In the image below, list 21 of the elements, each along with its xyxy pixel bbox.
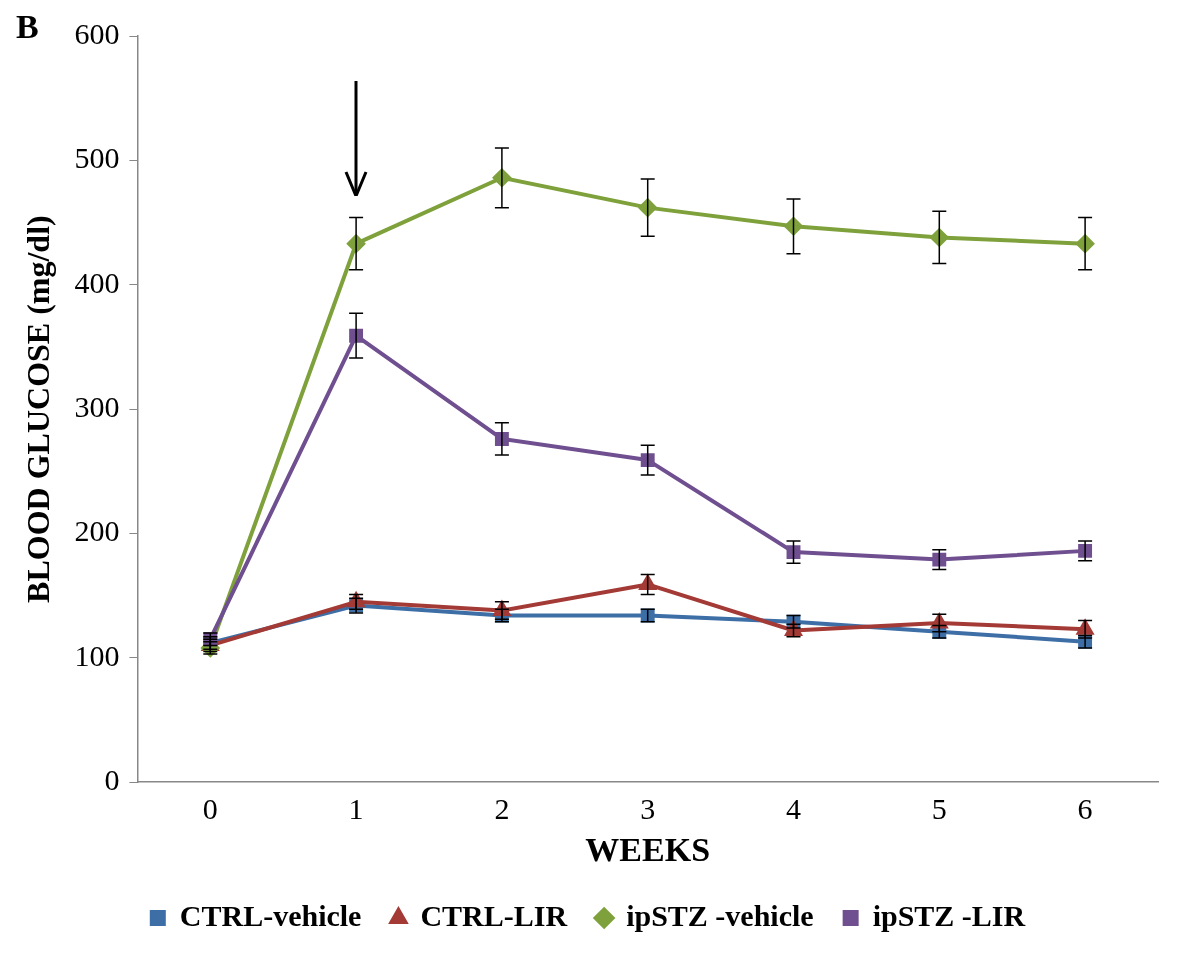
y-tick-label: 500 (74, 141, 120, 175)
y-tick-label: 0 (104, 763, 120, 797)
legend-label: ipSTZ -LIR (872, 898, 1026, 932)
y-tick-label: 100 (74, 638, 120, 672)
x-tick-label: 6 (1077, 792, 1093, 826)
legend-label: ipSTZ -vehicle (626, 898, 814, 932)
y-tick-label: 400 (74, 265, 120, 299)
x-tick-label: 2 (494, 792, 510, 826)
y-axis-title: BLOOD GLUCOSE (mg/dl) (20, 215, 57, 603)
x-tick-label: 5 (931, 792, 947, 826)
legend-label: CTRL-vehicle (179, 898, 362, 932)
text: B (16, 7, 39, 45)
x-tick-label: 3 (640, 792, 656, 826)
y-tick-label: 600 (74, 16, 120, 50)
legend-label: CTRL-LIR (420, 898, 568, 932)
x-tick-label: 1 (348, 792, 364, 826)
y-tick-label: 200 (74, 514, 120, 548)
x-tick-label: 0 (202, 792, 218, 826)
x-axis-title: WEEKS (585, 831, 711, 869)
x-tick-label: 4 (786, 792, 801, 826)
y-tick-label: 300 (74, 389, 120, 423)
